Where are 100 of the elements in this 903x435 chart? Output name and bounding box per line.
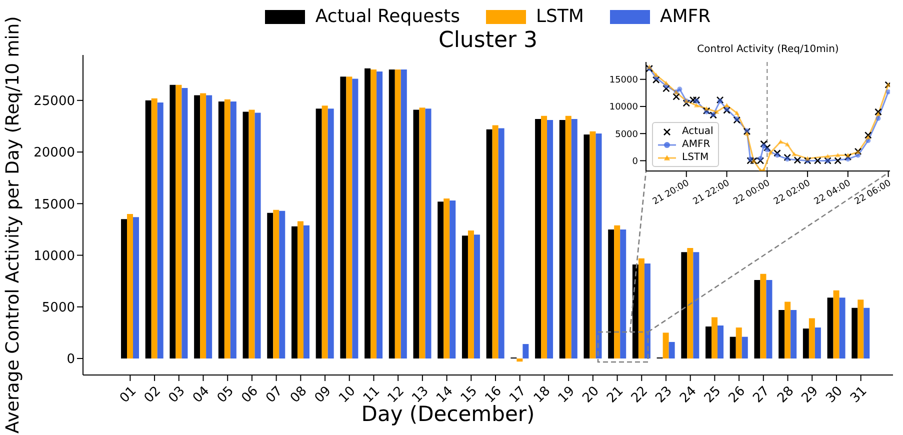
bar <box>614 225 620 358</box>
x-tick-label: 23 <box>653 384 676 406</box>
bar <box>852 308 858 358</box>
y-tick-label: 10000 <box>34 248 75 264</box>
bar <box>388 69 395 358</box>
x-tick-label: 25 <box>702 384 724 406</box>
legend-label: AMFR <box>682 139 710 150</box>
bar <box>565 116 572 358</box>
bar <box>376 72 383 358</box>
x-tick-label: 27 <box>750 384 773 406</box>
bar <box>182 88 188 358</box>
bar <box>248 110 255 358</box>
y-tick-label: 15000 <box>34 197 75 212</box>
bar <box>693 252 700 358</box>
y-tick-label: 5000 <box>615 130 638 140</box>
bar <box>400 69 407 358</box>
bar <box>444 198 450 358</box>
bar <box>808 318 815 358</box>
bar <box>346 76 352 358</box>
x-tick-label: 07 <box>263 384 286 406</box>
bar <box>194 95 200 358</box>
legend-label: LSTM <box>536 6 584 27</box>
bar <box>790 310 797 358</box>
bar <box>394 69 401 358</box>
x-tick-label: 10 <box>336 384 359 406</box>
x-tick-label: 20 <box>580 384 602 406</box>
bar <box>596 133 602 358</box>
bar <box>662 332 669 358</box>
bar <box>742 336 748 358</box>
bar <box>802 328 809 358</box>
bar <box>522 344 529 358</box>
x-tick-label: 31 <box>848 384 870 406</box>
y-tick-label: 25000 <box>34 94 75 110</box>
bar <box>370 69 377 358</box>
bar <box>340 76 346 358</box>
bar <box>127 214 133 358</box>
legend-label: LSTM <box>682 152 709 163</box>
bar <box>638 258 644 358</box>
legend-label: Actual Requests <box>315 6 460 27</box>
bar <box>438 202 444 358</box>
bar <box>425 108 432 358</box>
bar <box>766 280 772 358</box>
x-tick-label: 22 <box>628 384 651 406</box>
bar <box>462 236 468 358</box>
bar <box>218 101 224 358</box>
x-tick-label: 29 <box>799 384 822 406</box>
bar <box>827 298 834 358</box>
x-tick-label: 03 <box>166 384 188 406</box>
y-tick-label: 0 <box>632 156 638 167</box>
bar <box>224 99 230 358</box>
bar <box>279 210 286 358</box>
bar <box>632 264 638 358</box>
bar <box>151 98 158 358</box>
x-tick-label: 21 <box>604 384 627 406</box>
bar <box>242 112 249 358</box>
bar <box>584 134 590 358</box>
bar <box>413 110 420 358</box>
bar <box>486 129 492 358</box>
bar <box>352 78 358 358</box>
legend-label: AMFR <box>660 6 711 27</box>
x-tick-label: 06 <box>239 384 262 406</box>
x-tick-label: 08 <box>288 384 310 406</box>
x-tick-label: 05 <box>214 384 237 406</box>
bar <box>364 68 371 358</box>
bar <box>858 300 864 358</box>
bar <box>498 128 504 358</box>
bar <box>736 328 742 358</box>
y-tick-label: 0 <box>66 352 75 368</box>
bar <box>316 108 322 358</box>
bar <box>303 225 310 358</box>
x-tick-label: 30 <box>824 384 846 406</box>
bar <box>814 328 821 358</box>
bar <box>176 84 182 358</box>
bar <box>206 95 212 358</box>
bar <box>833 290 840 358</box>
bar <box>297 221 304 358</box>
bar <box>535 119 542 358</box>
bar <box>450 200 456 358</box>
bar <box>157 102 164 358</box>
bar <box>291 226 298 358</box>
y-tick-label: 5000 <box>42 300 75 316</box>
bar <box>121 219 127 358</box>
y-tick-label: 10000 <box>609 102 638 113</box>
bar <box>516 358 523 362</box>
bar <box>541 116 548 358</box>
bar <box>687 248 694 358</box>
bar <box>492 125 498 358</box>
bar <box>547 120 554 358</box>
bar <box>864 308 870 358</box>
bar <box>559 120 566 358</box>
bar <box>419 108 426 358</box>
bar <box>681 252 688 358</box>
x-tick-label: 19 <box>556 384 578 406</box>
chart-title: Control Activity (Req/10min) <box>696 44 840 55</box>
bar <box>644 264 650 358</box>
bar <box>474 234 480 358</box>
bar <box>712 317 718 358</box>
bar <box>328 108 334 358</box>
bar <box>620 229 626 358</box>
x-tick-label: 04 <box>190 384 213 406</box>
